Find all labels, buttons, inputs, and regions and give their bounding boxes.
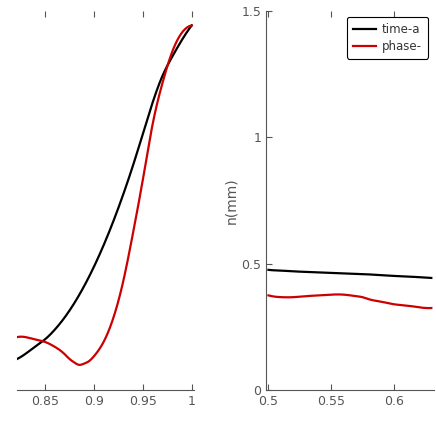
Y-axis label: n(mm): n(mm) — [224, 177, 238, 224]
time-a — [403, 274, 409, 279]
phase- — [366, 296, 371, 302]
time-a — [365, 272, 371, 277]
time-a — [266, 267, 272, 272]
phase- — [363, 296, 368, 301]
Line: time-a: time-a — [269, 270, 431, 278]
time-a — [362, 272, 368, 277]
phase- — [426, 306, 432, 311]
time-a — [266, 267, 271, 272]
phase- — [266, 293, 272, 298]
phase- — [363, 296, 368, 301]
phase- — [336, 292, 341, 297]
phase- — [266, 293, 271, 298]
phase- — [429, 305, 434, 310]
phase- — [404, 303, 409, 308]
Legend: time-a, phase-: time-a, phase- — [347, 17, 428, 59]
time-a — [363, 272, 368, 277]
time-a — [429, 275, 434, 280]
phase- — [414, 304, 419, 310]
Line: phase-: phase- — [269, 294, 431, 308]
time-a — [413, 274, 419, 279]
